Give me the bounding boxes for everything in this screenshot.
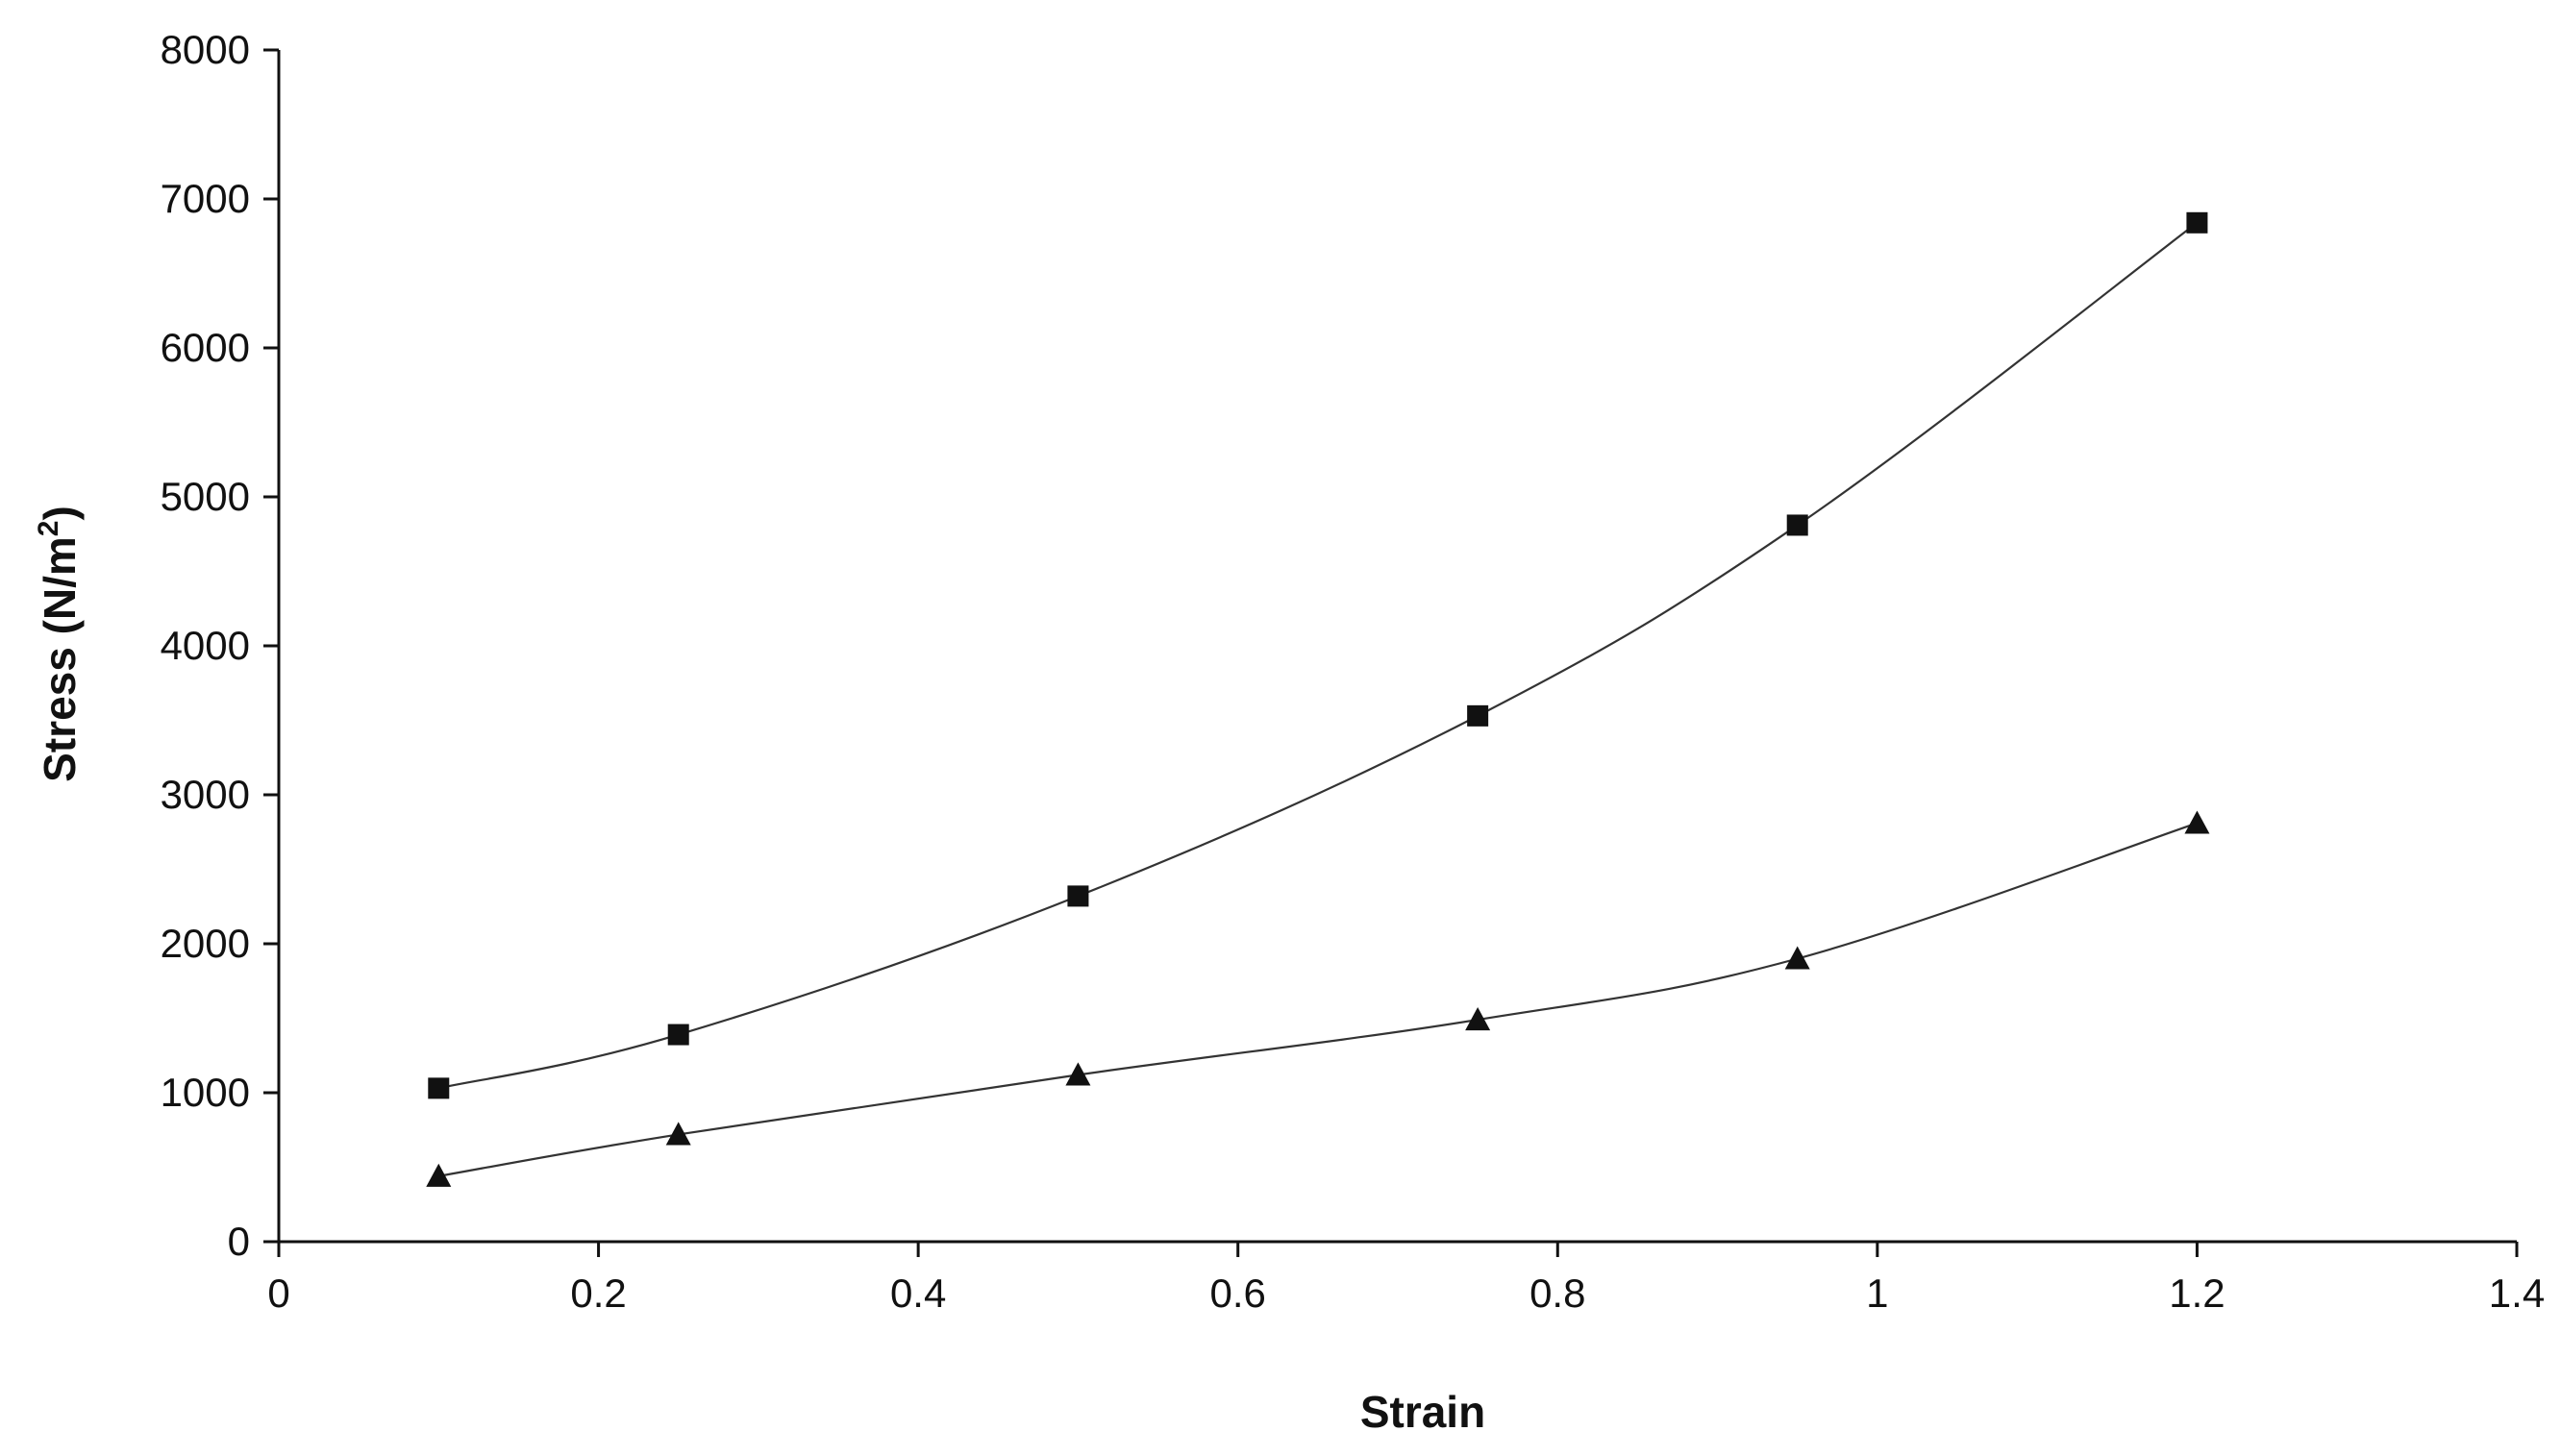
y-tick-label: 5000 xyxy=(161,474,250,519)
series-2-line xyxy=(438,822,2198,1177)
series-2-triangle-marker xyxy=(426,1163,452,1187)
y-tick-label: 1000 xyxy=(161,1070,250,1115)
series-2-triangle-marker xyxy=(2184,810,2210,834)
series-2-triangle-marker xyxy=(1784,946,1810,970)
x-tick-label: 0 xyxy=(267,1271,289,1316)
x-tick-label: 0.6 xyxy=(1210,1271,1266,1316)
series-2-triangle-marker xyxy=(1065,1062,1091,1086)
series-1-square-marker xyxy=(2186,211,2208,234)
y-tick-label: 2000 xyxy=(161,921,250,966)
x-tick-label: 1 xyxy=(1866,1271,1888,1316)
y-tick-label: 6000 xyxy=(161,325,250,370)
axes: 0 1000 2000 3000 4000 5000 6000 7000 8000 0 0.2 0.4… xyxy=(161,27,2546,1316)
y-axis-title-close: ) xyxy=(35,506,85,520)
series-2-triangle-marker xyxy=(1465,1007,1491,1031)
x-tick-label: 0.2 xyxy=(570,1271,626,1316)
y-tick-label: 8000 xyxy=(161,27,250,72)
y-tick-label: 7000 xyxy=(161,176,250,221)
series-1-square-marker xyxy=(1786,514,1808,536)
x-tick-label: 0.8 xyxy=(1529,1271,1585,1316)
x-tick-label: 0.4 xyxy=(890,1271,946,1316)
series-1-line xyxy=(438,221,2199,1090)
x-axis-title: Strain xyxy=(1360,1387,1485,1437)
y-axis-title-superscript: 2 xyxy=(33,520,64,536)
series-layer xyxy=(426,211,2210,1187)
y-tick-label: 0 xyxy=(228,1219,250,1264)
x-tick-label: 1.4 xyxy=(2489,1271,2545,1316)
series-1-square-marker xyxy=(1467,704,1489,727)
x-tick-label: 1.2 xyxy=(2169,1271,2225,1316)
y-tick-label: 4000 xyxy=(161,623,250,668)
y-tick-label: 3000 xyxy=(161,772,250,817)
y-axis-title-main: Stress (N/m xyxy=(35,536,85,782)
y-axis-title: Stress (N/m2) xyxy=(33,506,85,782)
series-2-triangle-marker xyxy=(665,1122,691,1146)
series-1-square-marker xyxy=(428,1077,450,1099)
series-1-square-marker xyxy=(667,1024,689,1046)
series-1-square-marker xyxy=(1067,885,1089,907)
